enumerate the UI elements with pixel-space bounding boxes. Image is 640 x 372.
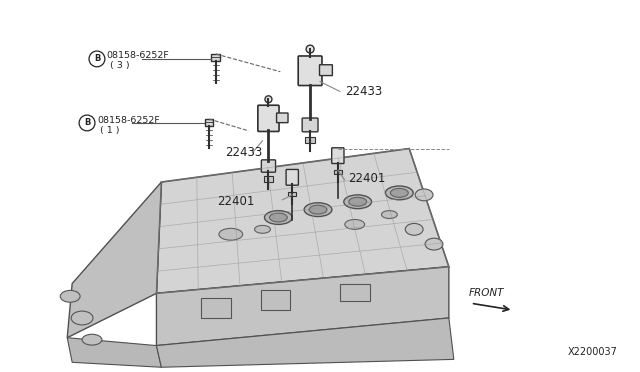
Polygon shape bbox=[67, 182, 161, 338]
Bar bbox=[305, 137, 315, 142]
Ellipse shape bbox=[219, 228, 243, 240]
Text: B: B bbox=[94, 54, 100, 64]
Text: FRONT: FRONT bbox=[468, 288, 504, 298]
Ellipse shape bbox=[344, 195, 372, 209]
FancyBboxPatch shape bbox=[319, 65, 332, 76]
Ellipse shape bbox=[82, 334, 102, 345]
Text: 22401: 22401 bbox=[217, 195, 254, 208]
FancyBboxPatch shape bbox=[298, 56, 322, 86]
Ellipse shape bbox=[381, 211, 397, 218]
Circle shape bbox=[265, 96, 272, 103]
FancyBboxPatch shape bbox=[286, 170, 298, 185]
FancyBboxPatch shape bbox=[302, 118, 318, 132]
Bar bbox=[205, 119, 213, 126]
Ellipse shape bbox=[405, 224, 423, 235]
Text: ( 3 ): ( 3 ) bbox=[110, 61, 129, 70]
FancyBboxPatch shape bbox=[332, 148, 344, 164]
Bar bbox=[334, 170, 342, 174]
Bar bbox=[340, 283, 369, 301]
Text: B: B bbox=[84, 118, 90, 128]
Ellipse shape bbox=[385, 186, 413, 200]
Polygon shape bbox=[67, 338, 161, 367]
Circle shape bbox=[306, 45, 314, 53]
Text: 08158-6252F: 08158-6252F bbox=[107, 51, 170, 61]
Ellipse shape bbox=[345, 219, 365, 230]
Polygon shape bbox=[156, 318, 454, 367]
Text: 22433: 22433 bbox=[345, 85, 382, 98]
Ellipse shape bbox=[60, 291, 80, 302]
Polygon shape bbox=[156, 267, 449, 346]
Ellipse shape bbox=[255, 225, 271, 233]
Ellipse shape bbox=[264, 211, 292, 224]
Bar bbox=[260, 291, 291, 310]
Bar bbox=[264, 176, 273, 182]
Ellipse shape bbox=[390, 189, 408, 197]
Text: ( 1 ): ( 1 ) bbox=[100, 126, 120, 135]
Bar bbox=[201, 298, 231, 318]
Ellipse shape bbox=[269, 213, 287, 222]
Ellipse shape bbox=[425, 238, 443, 250]
Text: X2200037: X2200037 bbox=[568, 347, 618, 357]
Ellipse shape bbox=[309, 205, 327, 214]
FancyBboxPatch shape bbox=[258, 105, 279, 131]
Polygon shape bbox=[156, 148, 449, 294]
Text: 08158-6252F: 08158-6252F bbox=[97, 115, 160, 125]
Bar bbox=[288, 192, 296, 196]
Bar bbox=[211, 54, 220, 61]
Text: 22433: 22433 bbox=[225, 146, 262, 159]
Ellipse shape bbox=[71, 311, 93, 325]
FancyBboxPatch shape bbox=[261, 160, 276, 172]
Ellipse shape bbox=[349, 197, 367, 206]
Ellipse shape bbox=[304, 203, 332, 217]
FancyBboxPatch shape bbox=[276, 113, 288, 123]
Ellipse shape bbox=[415, 189, 433, 201]
Text: 22401: 22401 bbox=[348, 171, 385, 185]
